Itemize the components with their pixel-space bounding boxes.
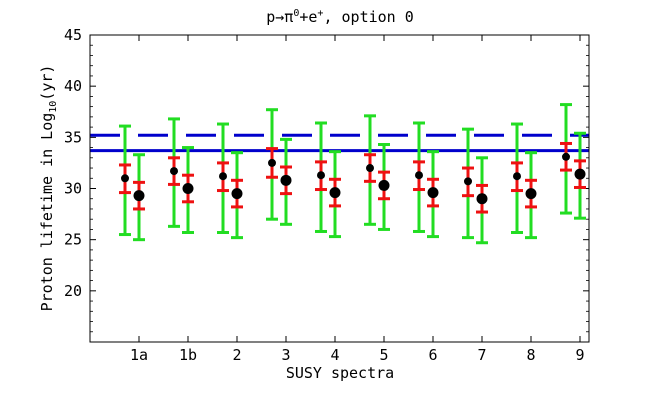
data-point (562, 152, 570, 161)
data-point (415, 171, 423, 180)
data-point (231, 188, 243, 200)
data-point (366, 164, 374, 173)
chart-title: p→π0+e+, option 0 (266, 8, 414, 26)
data-point (317, 171, 325, 180)
data-point (574, 168, 586, 180)
y-tick-label: 45 (64, 26, 82, 44)
data-point (170, 167, 178, 176)
data-point (329, 187, 341, 199)
x-axis-label: SUSY spectra (286, 364, 394, 382)
x-tick-label: 7 (477, 346, 486, 364)
y-tick-label: 40 (64, 77, 82, 95)
x-tick-label: 2 (232, 346, 241, 364)
data-point (280, 174, 292, 186)
x-tick-label: 8 (526, 346, 535, 364)
data-point (268, 158, 276, 167)
data-point (513, 172, 521, 181)
data-point (525, 188, 537, 200)
y-tick-label: 35 (64, 128, 82, 146)
y-tick-label: 20 (64, 282, 82, 300)
x-tick-label: 5 (379, 346, 388, 364)
x-tick-label: 1b (179, 346, 197, 364)
x-tick-label: 1a (130, 346, 148, 364)
data-point (378, 179, 390, 191)
data-point (182, 183, 194, 194)
data-point (121, 174, 129, 183)
x-tick-label: 9 (575, 346, 584, 364)
x-tick-label: 3 (281, 346, 290, 364)
x-tick-label: 4 (330, 346, 339, 364)
data-point (427, 187, 439, 199)
data-point (476, 193, 488, 205)
data-point (464, 177, 472, 186)
x-tick-label: 6 (428, 346, 437, 364)
plot-frame (89, 34, 590, 343)
y-tick-label: 25 (64, 231, 82, 249)
y-tick-label: 30 (64, 180, 82, 198)
y-axis-label: Proton lifetime in Log10(yr) (38, 65, 59, 312)
data-point (219, 172, 227, 181)
data-point (133, 190, 145, 202)
